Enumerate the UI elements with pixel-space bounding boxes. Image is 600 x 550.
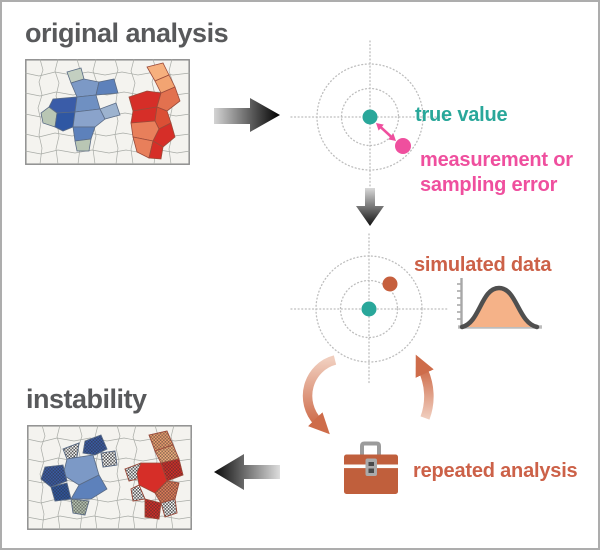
target-crosshair-2	[290, 233, 450, 386]
toolbox-latch	[365, 458, 377, 476]
target-crosshair-1	[290, 40, 450, 193]
distribution-curve-icon	[457, 278, 542, 330]
error-arrowhead-start	[376, 123, 384, 131]
true-value-dot-2	[361, 301, 377, 317]
error-dot	[395, 138, 411, 154]
true-value-dot	[362, 109, 378, 125]
cycle-arrow-left	[302, 355, 337, 435]
cycle-arrow-right	[415, 354, 434, 420]
choropleth-map-instability	[27, 425, 192, 530]
hot-spot-cluster	[128, 62, 181, 160]
error-arrowhead-end	[388, 133, 396, 141]
choropleth-map-original	[25, 59, 190, 165]
toolbox-icon	[344, 441, 398, 494]
label-repeated-analysis: repeated analysis	[413, 460, 578, 482]
heading-original-analysis: original analysis	[25, 18, 229, 48]
cycle-arrows-icon	[302, 354, 434, 435]
simulated-dot	[382, 276, 398, 292]
label-measurement-error: measurement or sampling error	[420, 149, 573, 196]
toolbox-handle	[360, 441, 381, 455]
label-simulated-data: simulated data	[414, 254, 552, 276]
label-true-value: true value	[415, 104, 508, 126]
arrow-right-icon	[214, 98, 280, 132]
bell-curve	[459, 285, 540, 330]
error-arrow	[379, 125, 393, 139]
arrow-left-icon	[214, 454, 280, 490]
cold-spot-cluster	[40, 67, 121, 152]
cold-spot-cluster-hatched	[40, 434, 118, 516]
hot-spot-cluster-hatched	[124, 430, 184, 520]
arrow-down-icon	[356, 188, 384, 226]
heading-instability: instability	[26, 384, 147, 414]
